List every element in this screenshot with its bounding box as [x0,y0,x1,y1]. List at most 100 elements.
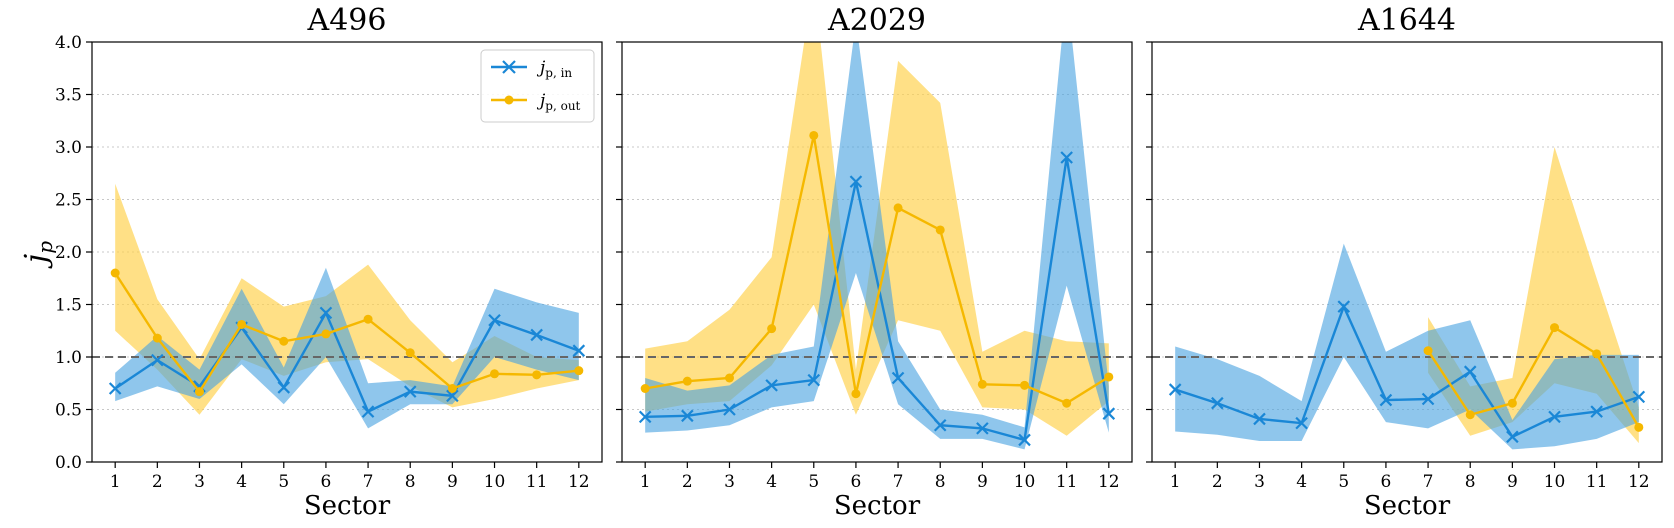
panel-a496-ticks: 0.00.51.01.52.02.53.03.54.01 2 3 4 5 6 7 8 9 10 11… [55,33,590,492]
series-line-in [1174,303,1640,439]
x-tick-label: 10 [1544,472,1566,492]
data-point-in [361,405,375,418]
data-point-out [1507,398,1517,408]
data-point-in [1060,151,1073,164]
data-point-in [1295,416,1308,430]
x-tick-label: 6 [851,472,862,492]
x-tick-label: 2 [682,472,693,492]
y-axis-label: jp [19,241,57,269]
x-tick-label: 1 [1170,472,1181,492]
y-tick-label: 2.0 [55,243,82,263]
x-tick-label: 9 [977,472,988,492]
y-axis-label-main: j [19,254,54,269]
series-line-in [645,157,1111,442]
data-point-out [1104,372,1114,382]
data-point-in [976,422,989,435]
data-point-out [767,324,777,334]
data-point-out [1465,410,1475,420]
x-tick-label: 3 [194,472,205,492]
panel-title-a496: A496 [307,3,387,38]
panel-a1644-xlabel: Sector [1364,491,1451,521]
data-point-out [977,379,987,389]
data-point-out [532,370,542,380]
x-tick-label: 8 [405,472,416,492]
x-tick-label: 11 [526,472,548,492]
x-tick-label: 5 [808,472,819,492]
band-in [645,42,1109,450]
band-in [1175,243,1639,450]
y-axis-label-sub: p [33,241,57,254]
panel-a2029-plot [622,42,1132,450]
x-tick-label: 10 [484,472,506,492]
x-tick-label: 9 [1507,472,1518,492]
data-point-out [640,384,650,393]
panel-title-a1644: A1644 [1357,3,1456,38]
data-point-in [1421,392,1435,406]
data-point-out [574,366,584,376]
x-tick-label: 12 [568,472,590,492]
data-point-in [1632,390,1646,404]
x-tick-label: 3 [724,472,735,492]
data-point-out [1423,346,1433,356]
x-tick-label: 4 [1296,472,1307,492]
data-point-out [490,369,500,379]
x-tick-label: 7 [1423,472,1434,492]
data-point-in [638,410,652,424]
legend-label-out: jp, out [536,91,581,113]
legend-label-in-sub: p, in [545,66,572,80]
data-point-in [1590,405,1603,418]
legend-label-out-sub: p, out [545,99,580,113]
panel-a1644: A1644 1 2 3 4 5 6 7 8 9 10 11 12 Sector [1146,3,1663,521]
data-point-in [891,371,905,385]
x-tick-label: 9 [447,472,458,492]
series-line-out [114,272,579,394]
panel-a496: A496 0.00.51.01.52.02.53.03.54.01 2 3 4 5 6 7 8… [55,3,603,521]
panel-a2029: A2029 1 2 3 4 5 6 7 8 9 10 11 12 Sector [616,3,1133,521]
x-tick-label: 6 [1381,472,1392,492]
data-point-in [1253,412,1266,426]
legend-label-in-main: j [536,58,546,78]
data-point-out [851,389,861,399]
data-point-in [446,389,459,403]
legend: jp, in jp, out [480,49,595,123]
data-point-in [1379,393,1393,407]
data-point-in [1337,300,1351,313]
data-point-out [682,376,692,386]
panel-a496-xlabel: Sector [304,491,391,521]
data-point-in [849,175,863,188]
data-point-out [935,225,945,235]
x-tick-label: 6 [321,472,332,492]
data-point-in [530,328,543,342]
x-tick-label: 1 [110,472,121,492]
x-tick-label: 3 [1254,472,1265,492]
data-point-out [893,203,903,213]
data-point-in [1506,430,1519,444]
data-point-in [403,385,417,398]
data-point-in [1463,365,1477,378]
panel-title-a2029: A2029 [827,3,926,38]
panel-a2029-ticks: 1 2 3 4 5 6 7 8 9 10 11 12 [616,41,1120,492]
data-point-in [488,313,501,327]
data-point-out [724,373,734,383]
x-tick-label: 8 [935,472,946,492]
series-line-out [644,135,1110,405]
y-tick-label: 3.0 [55,138,82,158]
y-tick-label: 3.5 [55,86,82,106]
y-tick-label: 4.0 [55,33,82,53]
legend-label-in: jp, in [536,58,572,80]
data-point-in [151,353,164,367]
legend-marker-in [502,60,516,74]
y-tick-label: 0.0 [55,453,82,473]
x-tick-label: 12 [1098,472,1120,492]
data-point-out [110,268,120,278]
data-point-out [1592,349,1602,359]
series-line-out [1427,325,1640,428]
data-point-out [152,333,162,343]
data-point-out [447,384,457,393]
data-point-in [1168,383,1182,396]
x-tick-label: 7 [363,472,374,492]
legend-entry-out: jp, out [491,91,581,113]
legend-label-out-main: j [536,91,546,111]
data-point-out [279,336,289,346]
data-point-in [1211,396,1224,410]
